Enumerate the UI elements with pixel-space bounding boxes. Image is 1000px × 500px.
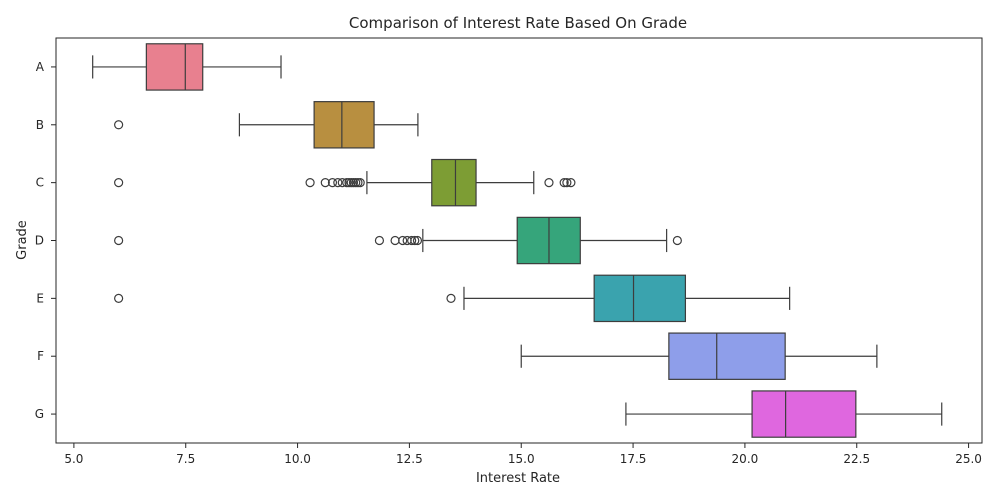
outlier-point (446, 293, 456, 303)
box-iqr (593, 274, 687, 323)
outlier-point (398, 235, 408, 246)
y-tick-label: B (36, 118, 44, 132)
box-iqr (668, 332, 786, 380)
chart-title: Comparison of Interest Rate Based On Gra… (349, 14, 687, 32)
y-tick-label: D (35, 234, 44, 248)
box-group-a (92, 43, 282, 91)
box-group-d (114, 216, 682, 265)
y-axis-ticks: A B C D E F G (35, 60, 56, 421)
y-tick-label: F (37, 349, 44, 363)
box-iqr (313, 101, 375, 149)
x-tick-label: 12.5 (396, 452, 423, 466)
box-group-b (114, 101, 419, 149)
y-tick-label: A (36, 60, 45, 74)
box-iqr (751, 390, 857, 438)
box-group-f (520, 332, 878, 380)
outlier-point (305, 178, 315, 188)
plot-area (92, 43, 943, 438)
outlier-point (114, 235, 124, 246)
x-axis-ticks: 5.0 7.5 10.0 12.5 15.0 17.5 20.0 22.5 25.0 (64, 443, 982, 466)
outlier-point (412, 235, 423, 246)
outlier-point (114, 120, 124, 130)
x-tick-label: 25.0 (955, 452, 982, 466)
outlier-point (566, 178, 576, 188)
x-tick-label: 22.5 (843, 452, 870, 466)
outlier-point (114, 293, 124, 303)
outlier-point (672, 235, 682, 246)
x-tick-label: 10.0 (284, 452, 311, 466)
box-iqr (145, 43, 204, 91)
outlier-point (562, 178, 572, 188)
box-iqr (431, 158, 477, 207)
x-tick-label: 20.0 (732, 452, 759, 466)
y-tick-label: G (35, 407, 44, 421)
x-axis-label: Interest Rate (476, 471, 560, 486)
outlier-point (374, 235, 385, 246)
box-group-g (625, 390, 943, 438)
y-tick-label: E (36, 291, 44, 305)
box-group-c (114, 158, 576, 207)
outlier-point (407, 235, 417, 246)
x-tick-label: 7.5 (176, 452, 195, 466)
outlier-point (390, 235, 400, 246)
y-tick-label: C (36, 176, 44, 190)
x-tick-label: 17.5 (620, 452, 647, 466)
outlier-point (320, 178, 330, 188)
outlier-point (327, 178, 338, 188)
x-tick-label: 5.0 (64, 452, 83, 466)
outlier-point (114, 178, 124, 188)
plot-frame (55, 37, 983, 444)
outlier-point (355, 178, 365, 188)
box-group-e (114, 274, 791, 323)
outlier-point (337, 178, 347, 188)
x-tick-label: 15.0 (508, 452, 535, 466)
y-axis-label: Grade (15, 220, 30, 260)
outlier-point (410, 235, 420, 246)
outlier-point (559, 178, 569, 188)
outlier-point (544, 178, 554, 188)
outlier-point (333, 178, 343, 188)
